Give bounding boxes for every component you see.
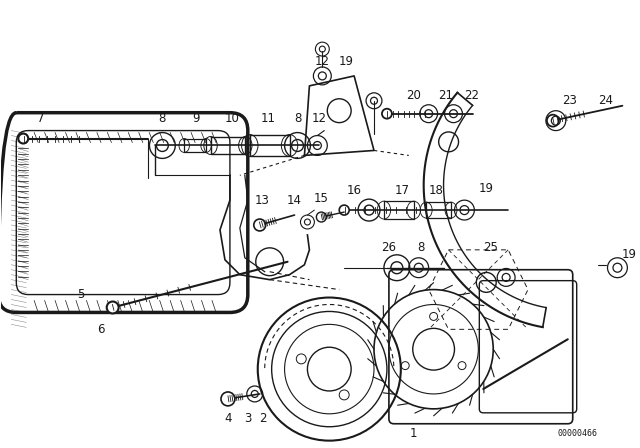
Text: 13: 13 xyxy=(254,194,269,207)
Circle shape xyxy=(382,109,392,119)
Text: 1: 1 xyxy=(410,427,417,440)
Circle shape xyxy=(547,115,559,127)
Text: 7: 7 xyxy=(37,112,45,125)
Text: 8: 8 xyxy=(159,112,166,125)
Text: 12: 12 xyxy=(312,112,327,125)
Circle shape xyxy=(221,392,235,406)
Text: 25: 25 xyxy=(483,241,498,254)
Text: 12: 12 xyxy=(315,55,330,68)
Text: 26: 26 xyxy=(381,241,396,254)
Text: 19: 19 xyxy=(339,55,354,68)
Text: 5: 5 xyxy=(77,288,84,301)
Text: 22: 22 xyxy=(464,89,479,102)
Circle shape xyxy=(19,134,28,143)
Text: 10: 10 xyxy=(225,112,239,125)
Text: 19: 19 xyxy=(622,248,637,261)
Text: 24: 24 xyxy=(598,94,613,107)
Text: 3: 3 xyxy=(244,412,252,425)
Text: 20: 20 xyxy=(406,89,421,102)
Text: 00000466: 00000466 xyxy=(557,429,598,438)
Text: 2: 2 xyxy=(259,412,266,425)
Text: 21: 21 xyxy=(438,89,453,102)
Text: 9: 9 xyxy=(193,112,200,125)
Text: 8: 8 xyxy=(294,112,301,125)
Circle shape xyxy=(254,219,266,231)
Text: 11: 11 xyxy=(260,112,275,125)
Text: 6: 6 xyxy=(97,323,104,336)
Text: 8: 8 xyxy=(417,241,424,254)
Text: 23: 23 xyxy=(563,94,577,107)
Text: 16: 16 xyxy=(347,184,362,197)
Circle shape xyxy=(316,212,326,222)
Text: 15: 15 xyxy=(314,192,329,205)
Text: 4: 4 xyxy=(224,412,232,425)
Circle shape xyxy=(339,205,349,215)
Text: 14: 14 xyxy=(287,194,302,207)
Text: 19: 19 xyxy=(479,182,494,195)
Text: 17: 17 xyxy=(394,184,410,197)
Text: 18: 18 xyxy=(429,184,444,197)
Circle shape xyxy=(107,302,118,314)
